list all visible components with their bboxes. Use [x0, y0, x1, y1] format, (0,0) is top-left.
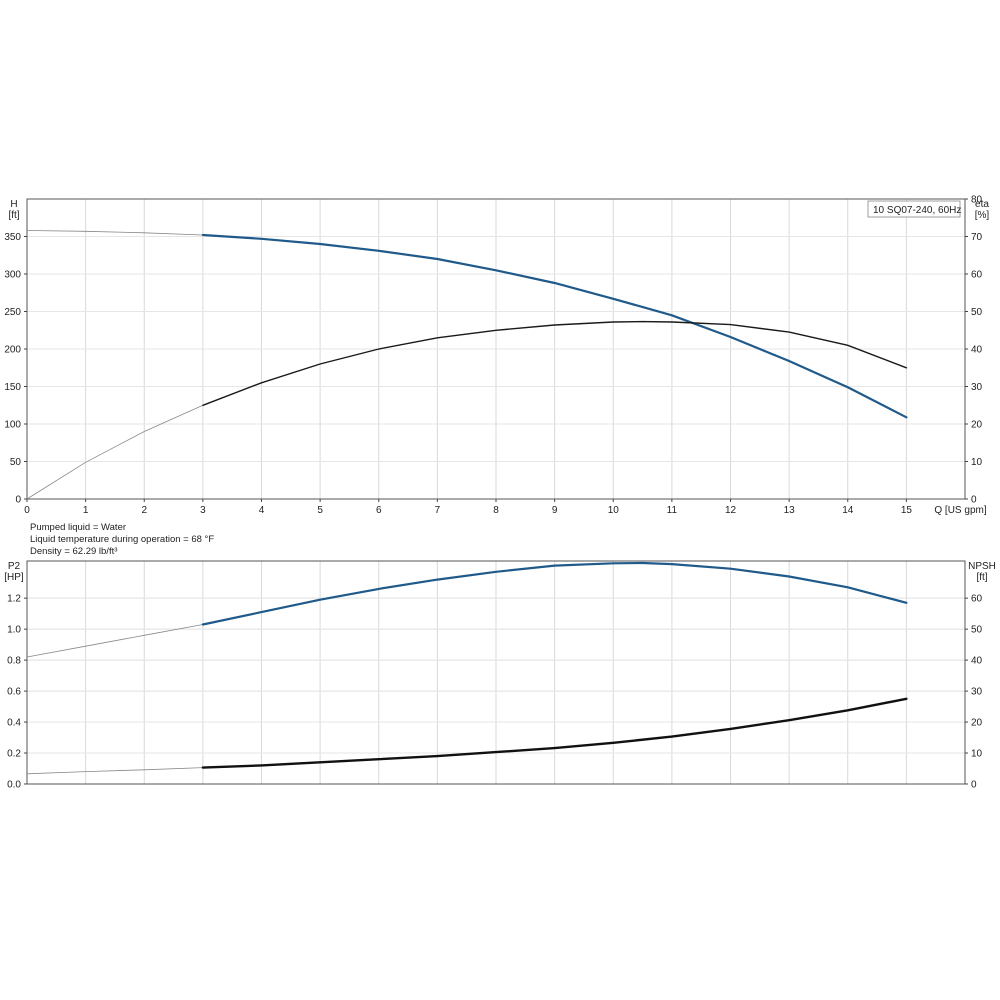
bottom-chart-left-tick-label: 0.0: [7, 780, 21, 791]
bottom-chart-right-tick-label: 20: [971, 718, 983, 729]
top-chart-x-tick-label: 7: [435, 505, 441, 516]
bottom-chart-right-tick-label: 50: [971, 625, 983, 636]
top-chart-right-axis-title: eta: [975, 199, 989, 210]
top-chart-left-tick-label: 100: [4, 420, 21, 431]
bottom-chart-left-tick-label: 1.2: [7, 594, 21, 605]
top-chart-x-tick-label: 4: [259, 505, 265, 516]
top-chart-x-tick-label: 5: [317, 505, 323, 516]
top-chart-x-tick-label: 8: [493, 505, 499, 516]
top-chart-left-tick-label: 50: [10, 457, 22, 468]
top-chart-x-tick-label: 14: [842, 505, 854, 516]
bottom-chart-right-tick-label: 40: [971, 656, 983, 667]
liquid-temperature-note: Liquid temperature during operation = 68…: [30, 534, 215, 545]
bottom-chart-frame: [26, 560, 966, 785]
top-chart-series-1-extrapolated-line: [26, 404, 204, 500]
bottom-chart-left-axis-title: P2: [8, 561, 21, 572]
bottom-chart-right-tick-label: 10: [971, 749, 983, 760]
top-chart-left-tick-label: 350: [4, 232, 21, 243]
density-note: Density = 62.29 lb/ft³: [30, 546, 118, 557]
bottom-chart-series-0-line: [201, 561, 908, 626]
bottom-chart-right-tick-label: 60: [971, 594, 983, 605]
top-chart-x-tick-label: 11: [667, 505, 678, 516]
top-chart-left-tick-label: 300: [4, 270, 21, 281]
top-chart-x-tick-label: 15: [901, 505, 913, 516]
top-chart-right-tick-label: 70: [971, 232, 983, 243]
bottom-chart-right-axis-title: NPSH: [968, 561, 996, 572]
bottom-chart-right-axis-unit: [ft]: [976, 572, 987, 583]
top-chart-left-tick-label: 150: [4, 382, 21, 393]
top-chart-right-axis-unit: [%]: [975, 210, 990, 221]
top-chart-series-0-extrapolated-line: [26, 230, 203, 236]
bottom-chart-left-tick-label: 0.2: [7, 749, 21, 760]
bottom-chart-series-0-extrapolated-line: [26, 624, 203, 658]
bottom-chart-left-tick-label: 0.4: [7, 718, 21, 729]
top-chart-left-tick-label: 250: [4, 307, 21, 318]
top-chart-series-1-line: [202, 320, 908, 406]
pumped-liquid-note: Pumped liquid = Water: [30, 522, 127, 533]
bottom-chart-series-1-line: [201, 697, 908, 769]
top-chart-left-axis-unit: [ft]: [8, 210, 19, 221]
top-chart-right-tick-label: 80: [971, 195, 983, 206]
top-chart-x-tick-label: 3: [200, 505, 206, 516]
top-chart-x-axis-title: Q [US gpm]: [934, 505, 986, 516]
top-chart-series-0-line: [201, 233, 908, 419]
top-chart-x-tick-label: 12: [725, 505, 737, 516]
bottom-chart-right-tick-label: 30: [971, 687, 983, 698]
top-chart-left-axis-title: H: [10, 199, 17, 210]
top-chart-x-tick-label: 2: [141, 505, 147, 516]
bottom-chart-left-tick-label: 1.0: [7, 625, 21, 636]
top-chart-right-tick-label: 30: [971, 382, 983, 393]
top-chart-right-tick-label: 0: [971, 495, 977, 506]
top-chart-right-tick-label: 10: [971, 457, 983, 468]
top-chart-x-tick-label: 6: [376, 505, 382, 516]
top-chart-x-tick-label: 13: [784, 505, 796, 516]
bottom-chart-left-axis-unit: [HP]: [4, 572, 24, 583]
top-chart-x-tick-label: 1: [83, 505, 89, 516]
top-chart-right-tick-label: 60: [971, 270, 983, 281]
top-chart-left-tick-label: 200: [4, 345, 21, 356]
bottom-chart-left-tick-label: 0.6: [7, 687, 21, 698]
bottom-chart-series-1-extrapolated-line: [26, 767, 203, 775]
legend-label: 10 SQ07-240, 60Hz: [873, 205, 961, 216]
bottom-chart-left-tick-label: 0.8: [7, 656, 21, 667]
top-chart-x-tick-label: 0: [24, 505, 30, 516]
top-chart-right-tick-label: 40: [971, 345, 983, 356]
legend-box: [867, 200, 961, 218]
top-chart-right-tick-label: 50: [971, 307, 983, 318]
top-chart-right-tick-label: 20: [971, 420, 983, 431]
top-chart-x-tick-label: 10: [608, 505, 620, 516]
top-chart-x-tick-label: 9: [552, 505, 558, 516]
bottom-chart-right-tick-label: 0: [971, 780, 977, 791]
top-chart-left-tick-label: 0: [15, 495, 21, 506]
